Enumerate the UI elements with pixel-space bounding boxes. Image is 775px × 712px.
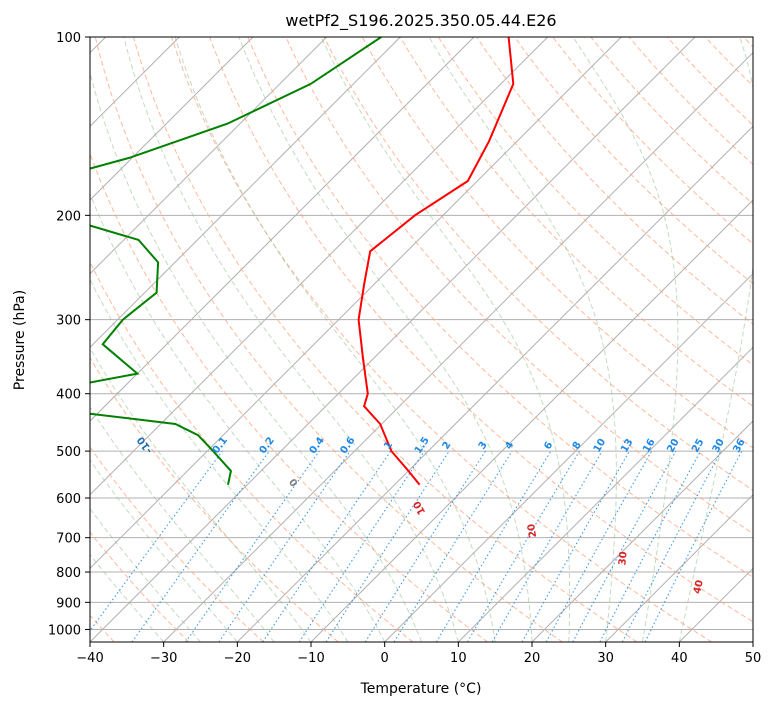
moist-adiabat-line: [0, 37, 274, 642]
plot-area: 0.10.20.40.611.52346810131620253036-100-…: [0, 37, 775, 642]
mixing-ratio-label: 16: [641, 437, 657, 455]
mixing-ratio-label: 20: [665, 437, 681, 455]
dry-adiabat-line: [438, 37, 775, 642]
mixing-ratio-label: 25: [690, 437, 706, 455]
isotherm-gridline: [0, 37, 400, 642]
mixing-ratio-line: [600, 451, 701, 642]
moist-adiabat-line: [16, 37, 348, 642]
isotherm-gridline: [753, 37, 775, 642]
x-tick-label: 30: [597, 651, 614, 666]
isotherm-gridline: [385, 37, 775, 642]
mixing-ratio-line: [436, 451, 551, 642]
y-tick-label: 200: [56, 209, 81, 224]
y-tick-label: 400: [56, 388, 81, 403]
moist-adiabat-line: [0, 37, 311, 642]
mixing-ratio-line: [622, 451, 721, 642]
mixing-ratio-label: 0.4: [308, 435, 327, 456]
x-tick-label: −20: [224, 651, 251, 666]
dewpoint-trace: [27, 37, 381, 485]
isotherm-gridline: [679, 37, 775, 642]
mixing-ratio-line: [299, 451, 424, 642]
moist-adiabat-line: [82, 37, 422, 642]
mixing-ratio-line: [326, 451, 449, 642]
moist-adiabat-line: [573, 37, 678, 642]
y-tick-label: 100: [56, 31, 81, 46]
dry-adiabat-line: [667, 37, 775, 642]
mixing-ratio-line: [468, 451, 580, 642]
y-tick-label: 500: [56, 445, 81, 460]
chart-title: wetPf2_S196.2025.350.05.44.E26: [285, 11, 556, 31]
mixing-ratio-label: 3: [477, 440, 490, 452]
mixing-ratio-label: 6: [542, 440, 555, 452]
mixing-ratio-line: [219, 451, 350, 642]
dry-adiabat-label: -10: [135, 434, 155, 455]
dry-adiabat-line: [172, 37, 712, 642]
y-tick-label: 300: [56, 314, 81, 329]
y-tick-label: 800: [56, 566, 81, 581]
isotherm-gridline: [90, 37, 695, 642]
moist-adiabat-label: 10: [412, 499, 428, 517]
mixing-ratio-label: 1: [382, 440, 395, 452]
x-tick-label: −30: [150, 651, 177, 666]
moist-adiabat-label: 40: [692, 579, 706, 595]
dry-adiabat-line: [705, 37, 775, 642]
x-axis-label: Temperature (°C): [360, 681, 482, 697]
moist-adiabat-label: 20: [526, 523, 539, 539]
isotherm-gridline: [311, 37, 775, 642]
mixing-ratio-label: 4: [503, 440, 516, 452]
mixing-ratio-label: 13: [619, 437, 636, 455]
x-tick-label: 20: [524, 651, 541, 666]
y-tick-label: 600: [56, 492, 81, 507]
isotherm-gridline: [458, 37, 775, 642]
dry-adiabat-line: [0, 37, 338, 642]
mixing-ratio-label: 10: [592, 437, 609, 455]
moist-adiabat-line: [679, 37, 760, 642]
mixing-ratio-label: 8: [571, 440, 584, 452]
y-tick-label: 900: [56, 596, 81, 611]
mixing-ratio-label: 2: [441, 440, 454, 452]
x-tick-label: 40: [671, 651, 688, 666]
dry-adiabat-label: -20: [56, 403, 75, 424]
dry-adiabat-line: [744, 37, 775, 642]
moist-adiabat-line: [124, 37, 459, 642]
isotherm-gridline: [0, 37, 327, 642]
y-tick-label: 1000: [48, 623, 81, 638]
plot-frame: [90, 37, 753, 642]
x-tick-label: 50: [745, 651, 762, 666]
x-tick-label: −40: [76, 651, 103, 666]
mixing-ratio-line: [546, 451, 651, 642]
mixing-ratio-line: [573, 451, 676, 642]
dry-adiabat-line: [57, 37, 488, 642]
mixing-ratio-label: 0.6: [338, 435, 357, 456]
moist-adiabat-line: [175, 37, 495, 642]
dry-adiabat-line: [0, 37, 189, 642]
mixing-ratio-line: [82, 451, 223, 642]
moist-adiabat-label: 30: [617, 551, 629, 566]
x-tick-label: 0: [381, 651, 389, 666]
moist-adiabat-line: [0, 37, 201, 642]
dry-adiabat-line: [0, 37, 263, 642]
temperature-trace: [359, 37, 514, 485]
isotherm-gridline: [0, 37, 474, 642]
mixing-ratio-label: 0.2: [258, 435, 277, 456]
y-tick-label: 700: [56, 532, 81, 547]
mixing-ratio-label: 30: [711, 437, 727, 455]
moist-adiabat-line: [0, 37, 237, 642]
y-axis-label: Pressure (hPa): [12, 290, 28, 390]
isotherm-gridline: [237, 37, 775, 642]
x-tick-label: −10: [297, 651, 324, 666]
x-tick-label: 10: [450, 651, 467, 666]
